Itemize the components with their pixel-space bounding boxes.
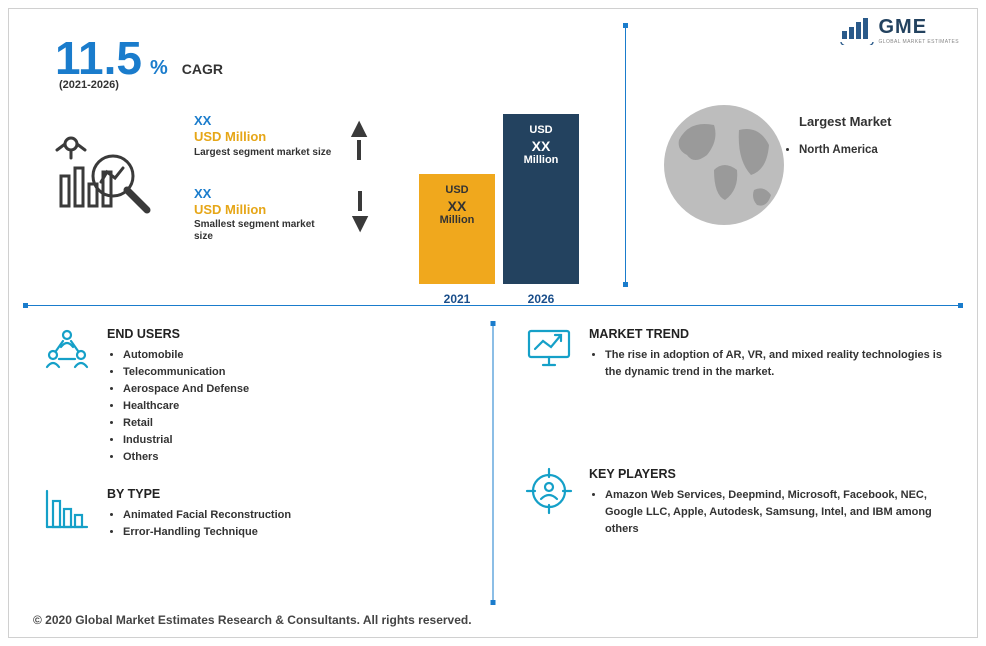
globe-icon bbox=[659, 100, 789, 230]
metric-low-val: XX bbox=[194, 186, 332, 202]
target-person-icon bbox=[525, 467, 573, 515]
bar-chart-icon bbox=[43, 487, 91, 531]
cagr-period: (2021-2026) bbox=[59, 79, 119, 91]
people-network-icon bbox=[43, 327, 91, 371]
cagr-headline: 11.5 % CAGR bbox=[55, 31, 223, 85]
bar-2026: USDXXMillion bbox=[503, 114, 579, 284]
block-players: KEY PLAYERS Amazon Web Services, Deepmin… bbox=[525, 467, 955, 538]
divider-vertical-top bbox=[625, 25, 626, 285]
bar-year-label: 2021 bbox=[419, 292, 495, 306]
endusers-list: AutomobileTelecommunicationAerospace And… bbox=[107, 347, 249, 466]
divider-vertical-mid bbox=[493, 323, 494, 603]
list-item: The rise in adoption of AR, VR, and mixe… bbox=[605, 347, 955, 381]
list-item: Telecommunication bbox=[123, 364, 249, 381]
metric-high-val: XX bbox=[194, 113, 331, 129]
arrow-up-icon: ▲ bbox=[345, 112, 373, 160]
largest-market-list: North America bbox=[799, 141, 959, 161]
bar-2021: USDXXMillion bbox=[419, 174, 495, 284]
divider-horizontal bbox=[25, 305, 961, 306]
endusers-title: END USERS bbox=[107, 327, 249, 341]
list-item: North America bbox=[799, 141, 959, 161]
cagr-value: 11.5 bbox=[55, 31, 142, 85]
largest-market-title: Largest Market bbox=[799, 114, 959, 129]
players-title: KEY PLAYERS bbox=[589, 467, 955, 481]
monitor-trend-icon bbox=[525, 327, 573, 371]
analytics-magnifier-icon bbox=[55, 128, 155, 228]
trend-title: MARKET TREND bbox=[589, 327, 955, 341]
type-title: BY TYPE bbox=[107, 487, 291, 501]
copyright-footer: © 2020 Global Market Estimates Research … bbox=[33, 613, 472, 627]
metric-high-caption: Largest segment market size bbox=[194, 147, 331, 159]
list-item: Animated Facial Reconstruction bbox=[123, 507, 291, 524]
list-item: Retail bbox=[123, 415, 249, 432]
players-list: Amazon Web Services, Deepmind, Microsoft… bbox=[589, 487, 955, 538]
logo-subtext: GLOBAL MARKET ESTIMATES bbox=[878, 39, 959, 45]
metric-column: XX USD Million Largest segment market si… bbox=[194, 112, 374, 269]
logo-bars-icon bbox=[840, 15, 874, 45]
list-item: Others bbox=[123, 449, 249, 466]
market-size-bar-chart: USDXXMillion 2021 USDXXMillion 2026 bbox=[409, 98, 609, 308]
block-endusers: END USERS AutomobileTelecommunicationAer… bbox=[43, 327, 463, 466]
arrow-down-icon: ▼ bbox=[346, 191, 374, 239]
list-item: Aerospace And Defense bbox=[123, 381, 249, 398]
list-item: Automobile bbox=[123, 347, 249, 364]
list-item: Amazon Web Services, Deepmind, Microsoft… bbox=[605, 487, 955, 538]
metric-low: XX USD Million Smallest segment market s… bbox=[194, 186, 374, 243]
logo-text: GME bbox=[878, 16, 959, 39]
trend-list: The rise in adoption of AR, VR, and mixe… bbox=[589, 347, 955, 381]
metric-high: XX USD Million Largest segment market si… bbox=[194, 112, 374, 160]
metric-low-caption: Smallest segment market size bbox=[194, 219, 332, 243]
type-list: Animated Facial ReconstructionError-Hand… bbox=[107, 507, 291, 541]
metric-high-unit: USD Million bbox=[194, 129, 331, 145]
list-item: Error-Handling Technique bbox=[123, 524, 291, 541]
block-type: BY TYPE Animated Facial ReconstructionEr… bbox=[43, 487, 463, 541]
list-item: Industrial bbox=[123, 432, 249, 449]
bottom-zone: END USERS AutomobileTelecommunicationAer… bbox=[25, 317, 961, 601]
cagr-pct: % bbox=[150, 57, 168, 80]
list-item: Healthcare bbox=[123, 398, 249, 415]
metric-low-unit: USD Million bbox=[194, 202, 332, 218]
block-trend: MARKET TREND The rise in adoption of AR,… bbox=[525, 327, 955, 381]
bar-year-label: 2026 bbox=[503, 292, 579, 306]
gme-logo: GME GLOBAL MARKET ESTIMATES bbox=[840, 15, 959, 45]
largest-market-block: Largest Market North America bbox=[659, 104, 959, 161]
frame: GME GLOBAL MARKET ESTIMATES 11.5 % CAGR … bbox=[8, 8, 978, 638]
cagr-label: CAGR bbox=[182, 61, 223, 77]
